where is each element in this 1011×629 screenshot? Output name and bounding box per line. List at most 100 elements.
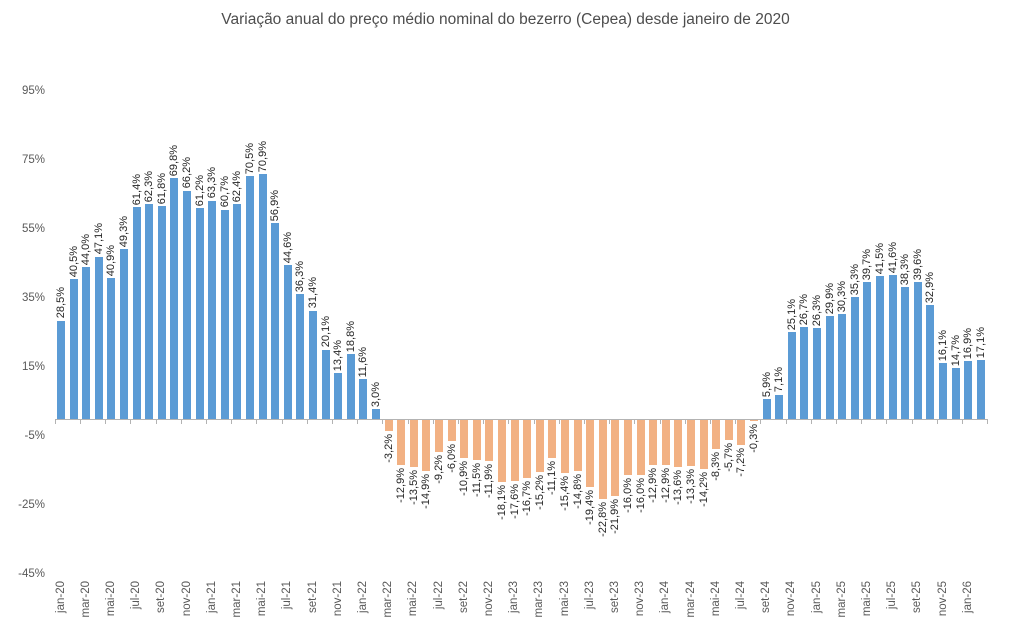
- bar: [535, 420, 544, 473]
- bar: [397, 420, 406, 465]
- bar: [976, 360, 985, 419]
- x-axis-label: set-24: [760, 581, 773, 613]
- bar: [447, 420, 456, 441]
- axis-tick: [180, 419, 182, 424]
- axis-tick: [357, 419, 359, 424]
- chart-title: Variação anual do preço médio nominal do…: [221, 11, 790, 28]
- x-axis-label: jul-23: [583, 581, 596, 610]
- axis-tick: [735, 419, 737, 424]
- y-axis-label: 35%: [21, 292, 45, 305]
- bar-value-label: 7,1%: [773, 367, 786, 393]
- x-axis-label: set-22: [457, 581, 470, 613]
- bar-value-label: -15,4%: [559, 476, 571, 511]
- bar-value-label: 61,8%: [155, 172, 168, 204]
- bar: [876, 275, 884, 419]
- bar: [573, 420, 582, 472]
- x-axis-label: nov-25: [936, 581, 949, 617]
- bar: [888, 275, 897, 419]
- bar: [409, 420, 418, 467]
- axis-tick: [432, 419, 434, 424]
- bar: [687, 420, 695, 466]
- x-axis-label: jul-25: [886, 581, 899, 610]
- bar: [561, 420, 569, 474]
- bar-value-label: 44,6%: [281, 231, 294, 264]
- bar-value-label: 30,3%: [836, 281, 849, 313]
- bar-value-label: 49,3%: [118, 215, 130, 247]
- y-axis-label: -45%: [18, 568, 45, 581]
- axis-tick: [281, 419, 283, 424]
- bar: [485, 420, 494, 462]
- bar-value-label: 70,5%: [244, 142, 256, 174]
- bar-value-label: -14,8%: [571, 474, 584, 509]
- bar-value-label: 17,1%: [974, 326, 987, 359]
- x-axis-label: mar-24: [684, 581, 697, 618]
- axis-tick: [886, 419, 888, 424]
- x-axis-label: nov-24: [785, 581, 798, 617]
- bar: [233, 203, 242, 419]
- x-axis-label: jan-23: [508, 581, 521, 613]
- axis-tick: [709, 419, 711, 424]
- bar: [132, 207, 141, 419]
- bar-value-label: -16,7%: [521, 480, 534, 516]
- bar: [699, 420, 708, 469]
- x-axis-label: mar-22: [382, 581, 395, 618]
- bar-value-label: -12,9%: [647, 467, 660, 503]
- y-axis-label: -25%: [18, 499, 45, 512]
- axis-tick: [835, 419, 837, 424]
- axis-tick: [583, 419, 585, 424]
- x-axis-label: nov-22: [482, 581, 495, 617]
- bar-value-label: -17,6%: [508, 483, 521, 519]
- bar-value-label: -22,8%: [596, 501, 609, 537]
- bar-value-label: 47,1%: [92, 223, 105, 255]
- bar: [636, 420, 645, 476]
- bar-value-label: -11,1%: [546, 461, 559, 496]
- x-axis-label: mar-20: [79, 581, 92, 618]
- bar-value-label: -7,2%: [735, 447, 748, 477]
- bar: [586, 420, 595, 487]
- bar-value-label: 25,1%: [785, 299, 798, 331]
- bar-value-label: -13,5%: [407, 469, 420, 505]
- x-axis-label: nov-21: [331, 581, 344, 617]
- x-axis-label: mai-21: [256, 581, 269, 617]
- axis-tick: [609, 419, 611, 424]
- bar: [825, 315, 834, 419]
- bar-value-label: 5,9%: [760, 371, 773, 397]
- bar-value-label: 11,6%: [357, 346, 370, 377]
- bar: [649, 420, 658, 465]
- y-axis-label: 95%: [21, 85, 45, 98]
- bar: [838, 314, 847, 419]
- bar: [472, 420, 481, 460]
- x-axis-label: mai-23: [558, 581, 571, 617]
- bar: [510, 420, 519, 481]
- bar-value-label: -8,3%: [710, 451, 723, 481]
- bar-value-label: -0,3%: [748, 424, 760, 453]
- y-axis-label: 75%: [21, 154, 45, 167]
- x-axis-label: jan-24: [659, 581, 672, 613]
- bar-value-label: -5,7%: [722, 442, 735, 472]
- bar: [359, 378, 368, 419]
- bar-value-label: -16,0%: [634, 478, 647, 514]
- bar-value-label: 66,2%: [181, 157, 193, 189]
- bar-value-label: 20,1%: [319, 316, 332, 348]
- x-axis-label: mai-25: [860, 581, 873, 617]
- x-axis-line: [54, 419, 988, 420]
- bar: [246, 175, 254, 419]
- bar-value-label: -12,9%: [659, 467, 672, 503]
- bar: [258, 174, 267, 419]
- x-axis-label: set-23: [608, 581, 621, 613]
- axis-tick: [256, 419, 258, 424]
- bar: [82, 267, 91, 419]
- bar: [737, 420, 746, 445]
- bar: [813, 328, 821, 419]
- bar: [435, 420, 443, 452]
- axis-tick: [105, 419, 107, 424]
- bar-value-label: 56,9%: [269, 189, 282, 221]
- bar-value-label: 41,6%: [886, 242, 899, 274]
- bar-value-label: -13,3%: [685, 468, 697, 504]
- bar-value-label: 60,7%: [218, 176, 231, 208]
- bar: [951, 368, 960, 419]
- y-axis-label: 15%: [21, 361, 45, 374]
- bar-value-label: -3,2%: [382, 434, 395, 463]
- x-axis-label: jul-20: [130, 581, 143, 610]
- axis-tick: [205, 419, 207, 424]
